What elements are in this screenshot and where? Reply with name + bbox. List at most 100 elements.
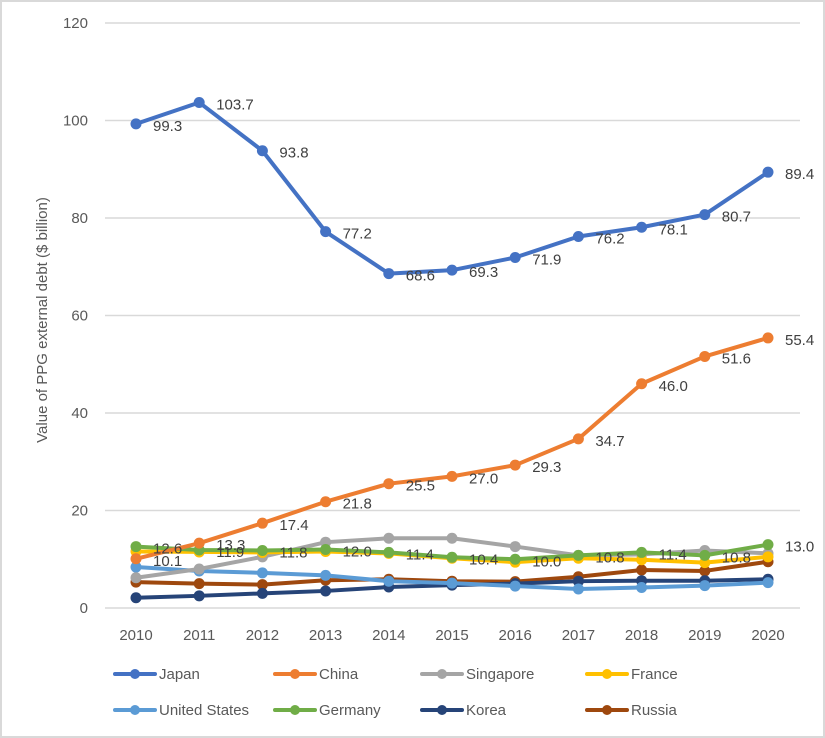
- data-point[interactable]: [446, 470, 458, 482]
- data-point[interactable]: [320, 226, 332, 238]
- data-point[interactable]: [193, 537, 205, 549]
- legend-item-germany[interactable]: Germany: [273, 700, 381, 720]
- x-tick-label: 2010: [119, 627, 152, 644]
- data-point[interactable]: [446, 577, 458, 589]
- data-label: 93.8: [279, 145, 308, 162]
- legend-item-singapore[interactable]: Singapore: [420, 664, 534, 684]
- data-point[interactable]: [193, 96, 205, 108]
- data-label: 10.8: [722, 549, 751, 566]
- data-point[interactable]: [446, 264, 458, 276]
- data-point[interactable]: [509, 580, 521, 592]
- x-tick-label: 2016: [499, 627, 532, 644]
- data-point[interactable]: [699, 580, 711, 592]
- data-point[interactable]: [446, 551, 458, 563]
- data-point[interactable]: [383, 478, 395, 490]
- data-point[interactable]: [193, 563, 205, 575]
- data-point[interactable]: [636, 378, 648, 390]
- data-label: 10.0: [532, 553, 561, 570]
- data-point[interactable]: [636, 546, 648, 558]
- data-point[interactable]: [572, 575, 584, 587]
- data-point[interactable]: [320, 496, 332, 508]
- data-label: 13.3: [216, 537, 245, 554]
- data-label: 51.6: [722, 350, 751, 367]
- data-label: 11.4: [659, 546, 687, 563]
- legend-label: China: [319, 665, 359, 683]
- data-point[interactable]: [130, 592, 142, 604]
- data-point[interactable]: [320, 569, 332, 581]
- data-point[interactable]: [256, 579, 268, 591]
- legend-marker-icon: [585, 664, 629, 684]
- data-point[interactable]: [320, 544, 332, 555]
- x-tick-label: 2012: [246, 627, 279, 644]
- legend-item-france[interactable]: France: [585, 664, 678, 684]
- data-point[interactable]: [130, 553, 142, 565]
- data-point[interactable]: [130, 541, 142, 553]
- legend-label: Germany: [319, 701, 381, 719]
- legend-item-russia[interactable]: Russia: [585, 700, 677, 720]
- data-point[interactable]: [572, 433, 584, 445]
- data-point[interactable]: [699, 565, 711, 577]
- data-point[interactable]: [636, 564, 648, 576]
- legend-label: Korea: [466, 701, 507, 719]
- legend-item-korea[interactable]: Korea: [420, 700, 506, 720]
- data-point[interactable]: [636, 582, 648, 594]
- data-point[interactable]: [383, 532, 395, 544]
- y-tick-label: 80: [71, 210, 88, 227]
- x-axis-ticks: 2010 2011 2012 2013 2014 2015 2016 2017 2018 2019…: [119, 627, 784, 644]
- data-point[interactable]: [130, 118, 142, 130]
- data-point[interactable]: [193, 590, 205, 602]
- y-tick-label: 100: [63, 113, 88, 130]
- legend-item-japan[interactable]: Japan: [113, 664, 200, 684]
- data-point[interactable]: [762, 551, 774, 563]
- legend-item-united-states[interactable]: United States: [113, 700, 249, 720]
- data-point[interactable]: [130, 572, 142, 584]
- data-label: 99.3: [153, 118, 182, 135]
- legend-label: France: [631, 665, 678, 683]
- series-lines: [130, 96, 774, 604]
- data-label: 10.4: [469, 551, 498, 568]
- series-japan: [130, 96, 774, 280]
- data-point[interactable]: [383, 546, 395, 558]
- data-point[interactable]: [699, 209, 711, 221]
- data-label: 77.2: [343, 226, 372, 243]
- data-point[interactable]: [699, 350, 711, 362]
- data-point[interactable]: [256, 145, 268, 157]
- data-point[interactable]: [130, 561, 142, 573]
- data-point[interactable]: [256, 567, 268, 579]
- data-point[interactable]: [762, 577, 774, 589]
- data-point[interactable]: [509, 251, 521, 263]
- data-label: 11.4: [406, 546, 434, 563]
- data-point[interactable]: [762, 539, 774, 551]
- y-tick-label: 60: [71, 308, 88, 325]
- data-point[interactable]: [383, 575, 395, 587]
- data-point[interactable]: [762, 166, 774, 178]
- data-point[interactable]: [509, 459, 521, 471]
- data-label: 10.8: [595, 549, 624, 566]
- legend-label: Japan: [159, 665, 200, 683]
- data-label: 12.6: [153, 541, 182, 558]
- series-line: [134, 100, 770, 276]
- data-label: 34.7: [595, 433, 624, 450]
- legend-item-china[interactable]: China: [273, 664, 358, 684]
- data-point[interactable]: [446, 532, 458, 544]
- data-point[interactable]: [256, 587, 268, 599]
- data-point[interactable]: [383, 268, 395, 280]
- data-point[interactable]: [193, 578, 205, 590]
- data-label: 17.4: [279, 517, 308, 534]
- data-point[interactable]: [509, 553, 521, 565]
- data-point[interactable]: [509, 541, 521, 553]
- y-axis-ticks: 0 20 40 60 80 100 120: [63, 15, 88, 617]
- data-point[interactable]: [256, 544, 268, 556]
- data-point[interactable]: [256, 517, 268, 529]
- data-point[interactable]: [572, 231, 584, 243]
- data-point[interactable]: [572, 549, 584, 561]
- data-point[interactable]: [699, 549, 711, 561]
- data-label: 13.0: [785, 539, 814, 556]
- data-point[interactable]: [572, 583, 584, 595]
- data-point[interactable]: [320, 585, 332, 597]
- data-label: 27.0: [469, 470, 498, 487]
- data-labels: 99.3 103.7 93.8 77.2 68.6 69.3 71.9 76.2 78.1 80.…: [153, 96, 814, 570]
- data-point[interactable]: [762, 332, 774, 344]
- data-point[interactable]: [636, 221, 648, 233]
- y-axis-label: Value of PPG external debt ($ billion): [34, 197, 51, 443]
